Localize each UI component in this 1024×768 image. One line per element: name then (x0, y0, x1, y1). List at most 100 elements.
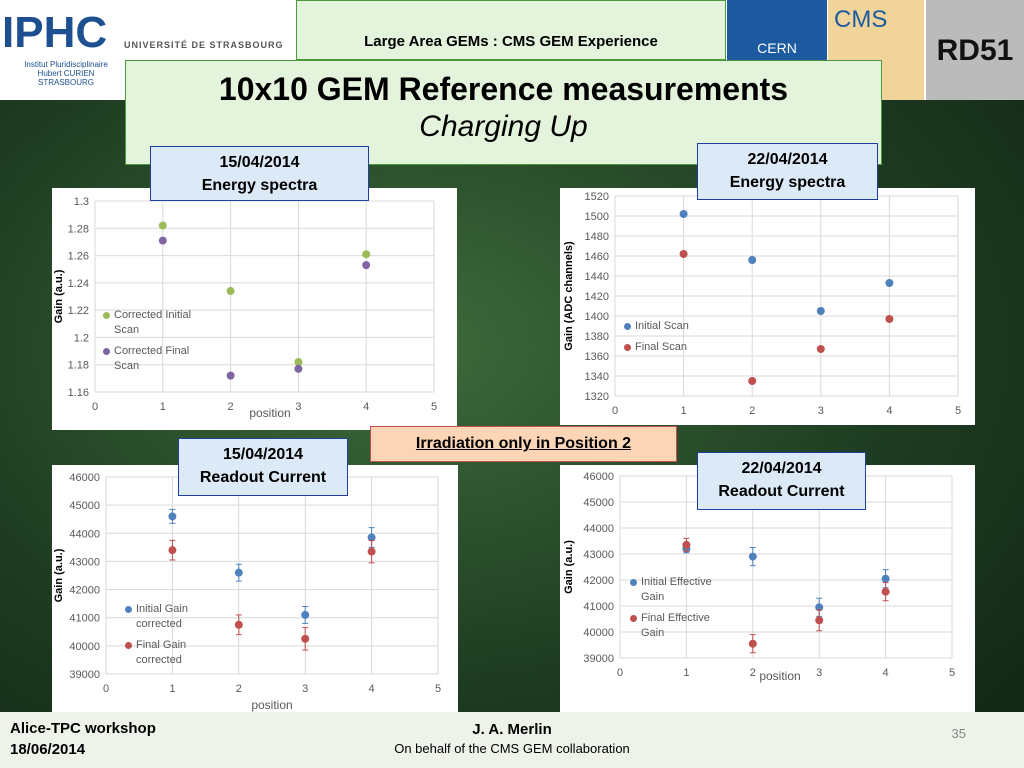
y-tick-label: 1320 (585, 391, 609, 403)
y-tick-label: 1440 (585, 271, 609, 283)
note-box: Irradiation only in Position 2 (370, 426, 677, 462)
point (367, 547, 376, 556)
legend-item: Initial Gain corrected (125, 602, 210, 632)
logo-iphc: IPHC (2, 8, 108, 57)
x-tick-label: 5 (949, 667, 955, 679)
legend: Corrected Initial Scan Corrected Final Sc… (103, 308, 198, 380)
y-tick-label: 40000 (583, 627, 614, 639)
date-box: 15/04/2014 Energy spectra (150, 146, 369, 201)
point (234, 620, 243, 629)
footer: Alice-TPC workshop 18/06/2014 J. A. Merli… (0, 712, 1024, 768)
point (158, 236, 167, 245)
y-tick-label: 1360 (585, 351, 609, 363)
x-tick-label: 2 (750, 667, 756, 679)
y-tick-label: 1420 (585, 291, 609, 303)
legend-marker (624, 344, 631, 351)
y-tick-label: 45000 (583, 497, 614, 509)
point (301, 610, 310, 619)
point (294, 364, 303, 373)
x-tick-label: 1 (169, 683, 175, 695)
header-box: Large Area GEMs : CMS GEM Experience (296, 0, 726, 60)
legend-label: Final Scan (635, 341, 687, 353)
y-tick-label: 44000 (583, 523, 614, 535)
footer-center: J. A. Merlin On behalf of the CMS GEM col… (300, 720, 724, 758)
note: Irradiation only in Position 2 (415, 435, 632, 452)
logo-rd51: RD51 (926, 0, 1024, 100)
x-tick-label: 3 (818, 405, 824, 417)
y-tick-label: 1500 (585, 211, 609, 223)
x-tick-label: 0 (617, 667, 623, 679)
logo-institute: Institut Pluridisciplinaire Hubert CURIEN… (6, 60, 126, 87)
y-tick-label: 42000 (69, 585, 100, 597)
y-tick-label: 1.26 (68, 251, 89, 263)
point (881, 587, 890, 596)
y-tick-label: 1.16 (68, 387, 89, 399)
legend-marker (630, 615, 637, 622)
box-date: 22/04/2014 (741, 460, 822, 477)
y-tick-label: 39000 (583, 653, 614, 665)
x-tick-label: 4 (369, 683, 375, 695)
point (234, 568, 243, 577)
point (679, 210, 688, 218)
legend-label: Corrected Final Scan (114, 345, 190, 372)
point (748, 377, 757, 385)
point (885, 279, 894, 287)
y-tick-label: 41000 (69, 613, 100, 625)
legend-item: Initial Scan (624, 319, 704, 334)
logo-text: Institut Pluridisciplinaire (24, 60, 108, 69)
point (168, 546, 177, 555)
point (679, 250, 688, 258)
y-tick-label: 1340 (585, 371, 609, 383)
point (367, 533, 376, 542)
point (362, 261, 371, 270)
point (815, 616, 824, 625)
y-tick-label: 1.22 (68, 305, 89, 317)
x-tick-label: 3 (295, 401, 301, 413)
chart-panel (560, 188, 975, 425)
box-label: Readout Current (718, 483, 845, 500)
x-tick-label: 0 (92, 401, 98, 413)
footer-left: Alice-TPC workshop 18/06/2014 (10, 718, 156, 760)
legend-item: Corrected Final Scan (103, 344, 198, 374)
y-tick-label: 46000 (583, 471, 614, 483)
point (362, 250, 371, 259)
page-number: 35 (951, 726, 966, 741)
y-tick-label: 39000 (69, 669, 100, 681)
point (158, 221, 167, 230)
point (748, 552, 757, 561)
date-box: 22/04/2014 Energy spectra (697, 143, 878, 200)
x-tick-label: 5 (955, 405, 961, 417)
date-box: 15/04/2014 Readout Current (178, 438, 348, 496)
legend-marker (624, 323, 631, 330)
y-tick-label: 45000 (69, 500, 100, 512)
x-axis-label: position (759, 669, 800, 683)
point (748, 639, 757, 648)
x-tick-label: 5 (435, 683, 441, 695)
y-tick-label: 43000 (69, 556, 100, 568)
footer-event: Alice-TPC workshop (10, 720, 156, 737)
point (885, 315, 894, 323)
legend-marker (103, 312, 110, 319)
legend-marker (125, 642, 132, 649)
y-tick-label: 41000 (583, 601, 614, 613)
y-tick-label: 1.2 (74, 332, 89, 344)
header-text: Large Area GEMs : CMS GEM Experience (364, 33, 658, 50)
box-label: Energy spectra (729, 174, 846, 191)
y-tick-label: 44000 (69, 528, 100, 540)
point (816, 307, 825, 315)
logo-university: UNIVERSITÉ DE STRASBOURG (124, 40, 284, 50)
legend-label: Initial Effective Gain (641, 576, 712, 603)
x-tick-label: 5 (431, 401, 437, 413)
legend-label: Initial Scan (635, 320, 689, 332)
x-tick-label: 0 (103, 683, 109, 695)
y-axis-label: Gain (a.u.) (53, 548, 65, 602)
y-tick-label: 1400 (585, 311, 609, 323)
y-tick-label: 43000 (583, 549, 614, 561)
box-date: 15/04/2014 (219, 154, 300, 171)
point (226, 287, 235, 296)
box-label: Readout Current (199, 469, 327, 486)
title: 10x10 GEM Reference measurements (218, 71, 789, 107)
point (815, 603, 824, 612)
y-tick-label: 1.18 (68, 360, 89, 372)
